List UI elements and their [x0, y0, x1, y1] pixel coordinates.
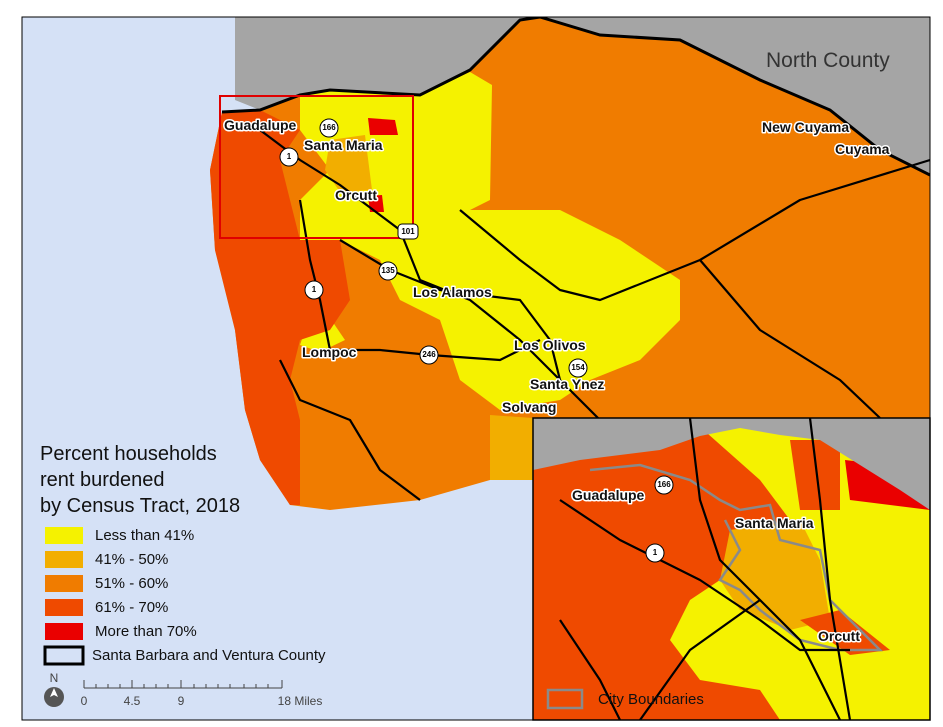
tract-area [720, 520, 830, 630]
highway-number: 166 [322, 123, 336, 132]
highway-shield: 154 [568, 358, 588, 378]
place-label: Guadalupe [572, 487, 645, 503]
legend-label: 51% - 60% [95, 575, 168, 592]
legend-title: Percent households [40, 443, 217, 465]
city-boundary-swatch [546, 688, 584, 710]
place-label: Santa Maria [735, 515, 814, 531]
scale-label: 0 [81, 694, 88, 708]
region-label: North County [766, 49, 890, 72]
road [639, 599, 761, 720]
highway-shield: 166 [319, 118, 339, 138]
highway-shield: 246 [419, 345, 439, 365]
neighbor-land [533, 418, 930, 510]
map-frame [21, 16, 931, 721]
road [259, 129, 601, 421]
tract-area [210, 110, 350, 505]
highway-number: 101 [401, 227, 415, 236]
legend-label: 41% - 50% [95, 551, 168, 568]
place-label: Lompoc [302, 344, 357, 360]
road [559, 499, 850, 652]
place-label: New Cuyama [762, 119, 849, 135]
county-outline [221, 17, 930, 177]
road [808, 418, 852, 720]
road [688, 418, 841, 720]
highway-number: 1 [312, 285, 317, 294]
road [459, 158, 930, 302]
place-label: Santa Ynez [530, 376, 604, 392]
inset-map: Guadalupe Santa Maria Orcutt 166 1 City … [533, 418, 930, 720]
place-label: Guadalupe [224, 117, 297, 133]
legend-label: Less than 41% [95, 527, 194, 544]
highway-number: 1 [287, 152, 292, 161]
scale-label: 18 Miles [278, 694, 323, 708]
highway-shield: 166 [654, 475, 674, 495]
highway-shield: 1 [304, 280, 324, 300]
tract-area [490, 415, 533, 480]
neighbor-land [235, 17, 930, 180]
city-boundary-legend: City Boundaries [598, 691, 704, 708]
main-map: North County New Cuyama Cuyama Guadalupe… [22, 17, 930, 720]
road [559, 619, 621, 720]
legend-swatch [45, 527, 83, 544]
place-label: Orcutt [335, 187, 377, 203]
place-label: Los Alamos [413, 284, 492, 300]
road [298, 199, 541, 362]
tract-area [800, 610, 890, 655]
legend-swatch [45, 575, 83, 592]
north-arrow [44, 687, 64, 707]
highway-shield: 1 [279, 147, 299, 167]
legend-swatch [45, 551, 83, 568]
highway-number: 166 [657, 480, 671, 489]
legend-swatch [45, 599, 83, 616]
place-label: Santa Maria [304, 137, 383, 153]
scale-label: 9 [178, 694, 185, 708]
legend-title: rent burdened [40, 469, 165, 491]
inset-frame [532, 417, 931, 721]
place-label: Cuyama [835, 141, 890, 157]
highway-number: 135 [381, 266, 395, 275]
city-boundary [589, 463, 884, 652]
place-label: Los Olivos [514, 337, 586, 353]
tract-area [300, 72, 680, 410]
north-arrow-needle [50, 688, 58, 697]
road [279, 359, 421, 501]
place-label: Solvang [502, 399, 556, 415]
tract-area [325, 135, 372, 192]
highway-shield: 101 [397, 223, 419, 240]
legend-title: by Census Tract, 2018 [40, 495, 240, 517]
tract-area [368, 118, 398, 135]
legend-label: More than 70% [95, 623, 197, 640]
highway-number: 1 [653, 548, 658, 557]
outline-legend: Santa Barbara and Ventura County [92, 647, 326, 664]
highway-shield: 135 [378, 261, 398, 281]
place-label: Orcutt [818, 628, 860, 644]
tract-area [790, 440, 840, 510]
road [699, 259, 881, 419]
highway-shield: 1 [645, 543, 665, 563]
north-label: N [50, 671, 59, 685]
inset-extent [219, 95, 414, 239]
legend-swatch [45, 623, 83, 640]
legend: Percent households rent burdened by Cens… [40, 443, 326, 666]
tract-area [300, 318, 345, 352]
legend-label: 61% - 70% [95, 599, 168, 616]
scale-bar: N 0 4.5 9 18 Miles [44, 671, 322, 708]
highway-number: 154 [571, 363, 585, 372]
outline-swatch [43, 645, 85, 666]
scale-label: 4.5 [124, 694, 141, 708]
highway-number: 246 [422, 350, 436, 359]
